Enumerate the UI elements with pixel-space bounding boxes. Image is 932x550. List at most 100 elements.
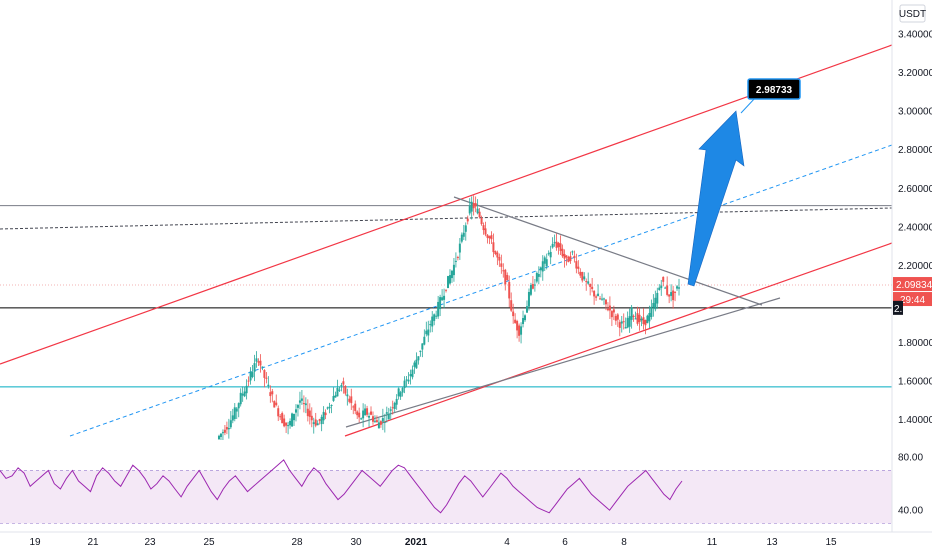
candle-body (484, 228, 487, 235)
candle-body (443, 295, 446, 300)
candle-body (541, 261, 544, 272)
price-axis[interactable] (892, 0, 932, 550)
candle-body (445, 289, 448, 291)
candle-body (433, 314, 436, 321)
candle-body (595, 296, 598, 298)
candle-body (454, 260, 457, 262)
candle-body (599, 298, 602, 300)
candle-body (670, 292, 673, 296)
candle-body (510, 300, 513, 311)
candle-body (253, 363, 256, 372)
candle-body (648, 312, 651, 322)
channel-mid-line[interactable] (69, 144, 892, 437)
candle-body (632, 315, 635, 317)
candle-body (227, 427, 230, 430)
candle-body (474, 203, 477, 207)
candle-body (377, 422, 380, 429)
candle-body (626, 317, 629, 328)
candle-body (557, 242, 560, 248)
candle-body (494, 251, 497, 255)
candle-body (346, 394, 349, 397)
target-badge[interactable]: 2.98733 (740, 78, 801, 114)
candle-body (241, 393, 244, 396)
candle-body (466, 218, 469, 222)
candle-body (587, 281, 590, 284)
candle-body (630, 307, 633, 320)
y-axis-ticks: 3.40000 3.20000 3.00000 2.80000 2.60000 2.400… (898, 30, 932, 427)
candle-body (229, 420, 232, 428)
candle-body (502, 270, 505, 272)
forecast-arrow[interactable] (687, 110, 745, 287)
candle-body (393, 402, 396, 409)
candle-body (672, 290, 675, 301)
candle-body (618, 322, 621, 328)
candle-body (223, 429, 226, 433)
candle-body (470, 201, 473, 212)
candle-body (624, 327, 627, 329)
candle-body (257, 361, 260, 363)
candle-body (551, 243, 554, 248)
candle-body (597, 293, 600, 297)
candle-body (460, 234, 463, 242)
candle-body (395, 398, 398, 405)
triangle-bottom-line[interactable] (345, 297, 781, 428)
candle-body (644, 319, 647, 326)
candle-body (247, 380, 250, 382)
y-tick-label: 3.00000 (898, 107, 932, 118)
candle-body (581, 271, 584, 281)
candle-body (676, 286, 679, 289)
candle-body (336, 387, 339, 397)
candle-body (221, 432, 224, 434)
triangle-top-line[interactable] (453, 196, 763, 306)
candle-body (293, 413, 296, 421)
candle-body (504, 269, 507, 285)
candle-body (468, 205, 471, 214)
candle-body (358, 412, 361, 418)
last-price-label: 2.09834 (896, 280, 932, 291)
y-tick-label: 1.80000 (898, 338, 932, 349)
candle-body (320, 416, 323, 425)
currency-box[interactable]: USDT (899, 4, 926, 23)
candle-body (267, 384, 270, 387)
candle-body (217, 435, 220, 440)
target-label: 2.98733 (756, 85, 793, 96)
candle-body (452, 264, 455, 276)
candle-body (370, 411, 373, 415)
rsi-tick-label: 80.00 (898, 453, 923, 464)
candle-body (589, 283, 592, 287)
candle-body (462, 232, 465, 237)
candle-body (401, 387, 404, 393)
time-axis-ticks[interactable]: 19 21 23 25 28 30 2021 4 6 8 11 13 15 (29, 537, 837, 548)
candle-body (340, 385, 343, 387)
candle-body (458, 243, 461, 253)
candle-body (583, 276, 586, 280)
candle-body (518, 325, 521, 336)
x-tick-label: 8 (621, 537, 627, 548)
candle-body (601, 298, 604, 300)
x-tick-label: 28 (291, 537, 303, 548)
candle-body (547, 253, 550, 255)
candle-body (531, 284, 534, 289)
candle-body (448, 275, 451, 284)
candle-body (251, 372, 254, 377)
candle-body (269, 392, 272, 397)
x-tick-label: 2021 (405, 537, 428, 548)
channel-upper-line[interactable] (0, 44, 892, 365)
last-price-badge: 2.09834 29:44 (893, 277, 932, 307)
candle-body (512, 311, 515, 317)
candle-body (456, 257, 459, 259)
candle-body (421, 343, 424, 350)
candle-body (500, 263, 503, 267)
candle-body (371, 416, 374, 422)
y-tick-label: 2.60000 (898, 184, 932, 195)
candles (217, 195, 681, 440)
candle-body (318, 419, 321, 421)
candle-body (559, 243, 562, 251)
candle-body (593, 290, 596, 297)
channel-lower-line[interactable] (344, 242, 892, 437)
level-label: 2. (894, 304, 902, 315)
dotted-trend-line[interactable] (0, 207, 892, 230)
candle-body (310, 415, 313, 421)
candle-body (362, 410, 365, 419)
